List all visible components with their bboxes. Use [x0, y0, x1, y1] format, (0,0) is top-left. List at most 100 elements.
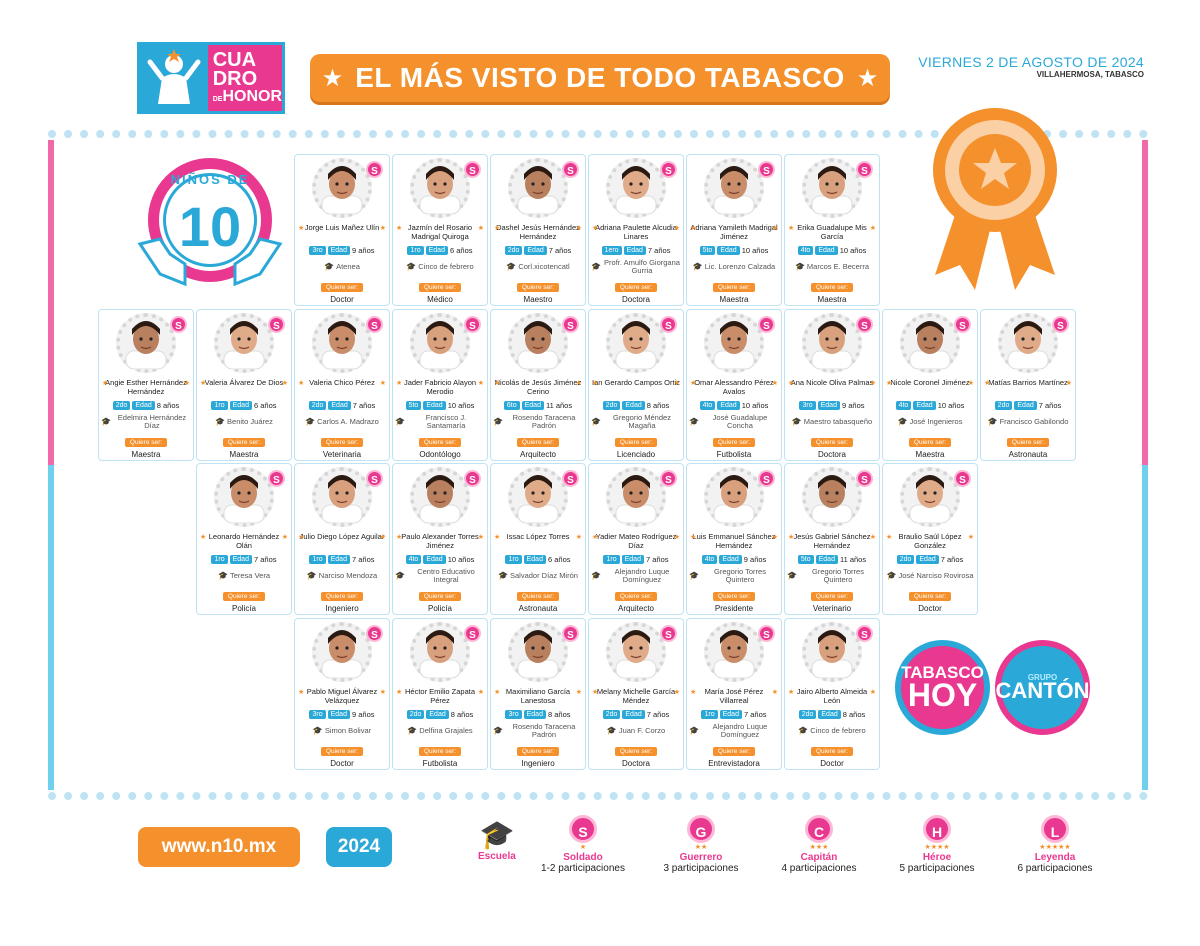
soldado-badge: S	[856, 625, 873, 642]
star-icon: ★	[592, 689, 599, 696]
kid-age: 7 años	[646, 710, 670, 719]
rank-title: Héroe	[922, 852, 952, 863]
kid-profession: Doctor	[820, 759, 844, 768]
kid-school: Salvador Díaz Mirón	[510, 570, 578, 580]
child-photo	[615, 321, 657, 369]
edad-label: Edad	[621, 555, 644, 564]
child-photo	[125, 321, 167, 369]
kid-name: Julio Diego López Aguilar	[299, 532, 385, 541]
kid-card: S ★ ★ Matías Barrios Martínez 2do Edad 7…	[980, 309, 1076, 461]
photo-frame: S	[883, 310, 977, 376]
rank-subtitle: 4 participaciones	[781, 863, 857, 874]
star-icon: ★	[575, 380, 582, 387]
child-photo	[517, 475, 559, 523]
child-photo	[615, 475, 657, 523]
quiere-ser-label: Quiere ser:	[320, 283, 364, 292]
child-photo	[615, 630, 657, 678]
kid-name: Paulo Alexander Torres Jiménez	[401, 532, 479, 550]
grupo-canton-logo: GRUPO CANTÓN	[995, 640, 1090, 735]
child-photo	[321, 630, 363, 678]
grade-badge: 4to	[699, 401, 716, 410]
star-icon: ★	[379, 689, 386, 696]
quiere-ser-label: Quiere ser:	[614, 438, 658, 447]
graduation-cap-icon: 🎓	[591, 416, 601, 426]
grade-badge: 6to	[503, 401, 520, 410]
star-icon: ★	[984, 380, 991, 387]
kid-profession: Arquitecto	[519, 450, 557, 459]
kid-age: 8 años	[450, 710, 474, 719]
star-icon: ★	[673, 689, 680, 696]
grade-badge: 3ro	[505, 710, 522, 719]
child-photo	[713, 166, 755, 214]
grade-badge: 1ro	[211, 555, 228, 564]
graduation-cap-icon: 🎓	[591, 261, 601, 271]
star-icon: ★	[690, 689, 697, 696]
edad-label: Edad	[815, 555, 838, 564]
graduation-cap-icon: 🎓	[101, 416, 111, 426]
quiere-ser-label: Quiere ser:	[320, 592, 364, 601]
child-photo	[811, 475, 853, 523]
star-icon: ★	[869, 225, 876, 232]
graduation-cap-icon: 🎓	[506, 261, 517, 271]
kid-name: Ian Gerardo Campos Ortiz	[592, 378, 680, 387]
graduation-cap-icon: 🎓	[395, 416, 405, 426]
kid-name: Adriana Paulette Alcudia Linares	[595, 223, 677, 241]
kid-profession: Maestra	[817, 295, 847, 304]
page-title: EL MÁS VISTO DE TODO TABASCO	[355, 62, 845, 93]
soldado-badge: S	[954, 316, 971, 333]
star-icon: ★★★★	[924, 844, 950, 851]
kid-school: Narciso Mendoza	[318, 570, 378, 580]
star-icon: ★	[771, 225, 778, 232]
quiere-ser-label: Quiere ser:	[810, 283, 854, 292]
quiere-ser-label: Quiere ser:	[320, 747, 364, 756]
edad-label: Edad	[521, 401, 544, 410]
quiere-ser-label: Quiere ser:	[908, 438, 952, 447]
kid-profession: Maestra	[131, 450, 161, 459]
kid-school: Maestro tabasqueño	[803, 416, 873, 426]
year-badge: 2024	[326, 827, 392, 867]
logo-line-2: DRO	[212, 68, 258, 91]
kid-profession: Maestra	[229, 450, 259, 459]
kid-school: Teresa Vera	[229, 570, 270, 580]
graduation-cap-icon: 🎓	[406, 261, 417, 271]
photo-frame: S	[99, 310, 193, 376]
kid-age: 10 años	[741, 246, 769, 255]
kid-school: Simon Bolivar	[324, 725, 372, 735]
graduation-cap-icon: 🎓	[897, 416, 908, 426]
grade-badge: 1ro	[603, 555, 620, 564]
kid-card: S ★ ★ Valeria Álvarez De Dios 1ro Edad 6…	[196, 309, 292, 461]
kid-card: S ★ ★ Melany Michelle García Méndez 2do …	[588, 618, 684, 770]
frame-right-stripe	[1142, 140, 1148, 790]
grade-badge: 1ro	[505, 555, 522, 564]
edad-label: Edad	[423, 401, 446, 410]
website-link[interactable]: www.n10.mx	[138, 827, 300, 867]
kid-card: S ★ ★ Valeria Chico Pérez 2do Edad 7 año…	[294, 309, 390, 461]
quiere-ser-label: Quiere ser:	[712, 283, 756, 292]
child-photo	[321, 166, 363, 214]
graduation-cap-icon: 🎓	[493, 416, 503, 426]
kid-name: María José Pérez Villarreal	[704, 687, 764, 705]
star-icon: ★	[379, 534, 386, 541]
edad-label: Edad	[719, 555, 742, 564]
kid-profession: Maestro	[523, 295, 553, 304]
kid-school: Francisco Gabilondo	[999, 416, 1069, 426]
quiere-ser-label: Quiere ser:	[614, 747, 658, 756]
kid-school: Carlos A. Madrazo	[317, 416, 379, 426]
kid-card: S ★ ★ Jesús Gabriel Sánchez Hernández 5t…	[784, 463, 880, 615]
graduation-cap-icon: 🎓	[987, 416, 998, 426]
kid-card: S ★ ★ Julio Diego López Aguilar 1ro Edad…	[294, 463, 390, 615]
kid-name: Braulio Saúl López González	[898, 532, 962, 550]
graduation-cap-icon: 🎓	[791, 416, 802, 426]
child-photo	[419, 166, 461, 214]
star-icon: ★	[967, 534, 974, 541]
star-icon: ★	[379, 380, 386, 387]
kid-card: S ★ ★ Ian Gerardo Campos Ortiz 2do Edad …	[588, 309, 684, 461]
star-icon: ★	[575, 534, 582, 541]
kid-school: Gregorio Méndez Magaña	[613, 412, 671, 430]
photo-frame: S	[785, 310, 879, 376]
kid-school: Marcos E. Becerra	[806, 261, 870, 271]
kid-school: Delfina Grajales	[419, 725, 473, 735]
edad-label: Edad	[916, 555, 939, 564]
grade-badge: 5to	[797, 555, 814, 564]
star-icon: ★	[575, 225, 582, 232]
